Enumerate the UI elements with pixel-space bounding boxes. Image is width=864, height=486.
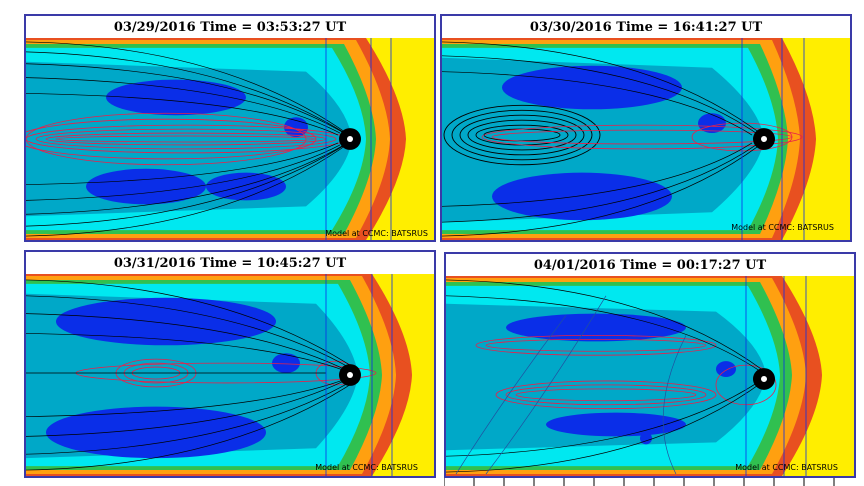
magnetosphere-plot: Model at CCMC: BATSRUS bbox=[442, 38, 850, 240]
magnetosphere-image: Model at CCMC: BATSRUS bbox=[26, 274, 434, 476]
model-credit: Model at CCMC: BATSRUS bbox=[325, 229, 428, 238]
panel-title: 04/01/2016 Time = 00:17:27 UT bbox=[533, 258, 767, 273]
magnetosphere-plot: Model at CCMC: BATSRUS bbox=[446, 276, 854, 476]
magnetosphere-plot: Model at CCMC: BATSRUS bbox=[26, 274, 434, 476]
panel-2016-03-30: 03/30/2016 Time = 16:41:27 UT bbox=[440, 14, 852, 242]
magnetosphere-image: Model at CCMC: BATSRUS bbox=[442, 38, 850, 240]
bottom-tick-strip bbox=[444, 478, 835, 486]
model-credit: Model at CCMC: BATSRUS bbox=[315, 463, 418, 472]
panel-2016-03-29: 03/29/2016 Time = 03:53:27 UT bbox=[24, 14, 436, 242]
panel-2016-03-31: 03/31/2016 Time = 10:45:27 UT bbox=[24, 250, 436, 478]
panel-title: 03/29/2016 Time = 03:53:27 UT bbox=[113, 20, 347, 35]
panel-2016-04-01: 04/01/2016 Time = 00:17:27 UT bbox=[444, 252, 856, 478]
panel-title: 03/30/2016 Time = 16:41:27 UT bbox=[529, 20, 763, 35]
magnetosphere-image: Model at CCMC: BATSRUS bbox=[446, 276, 854, 476]
magnetosphere-plot: Model at CCMC: BATSRUS bbox=[26, 38, 434, 240]
magnetosphere-image: Model at CCMC: BATSRUS bbox=[26, 38, 434, 240]
model-credit: Model at CCMC: BATSRUS bbox=[731, 223, 834, 232]
model-credit: Model at CCMC: BATSRUS bbox=[735, 463, 838, 472]
panel-title: 03/31/2016 Time = 10:45:27 UT bbox=[113, 256, 347, 271]
